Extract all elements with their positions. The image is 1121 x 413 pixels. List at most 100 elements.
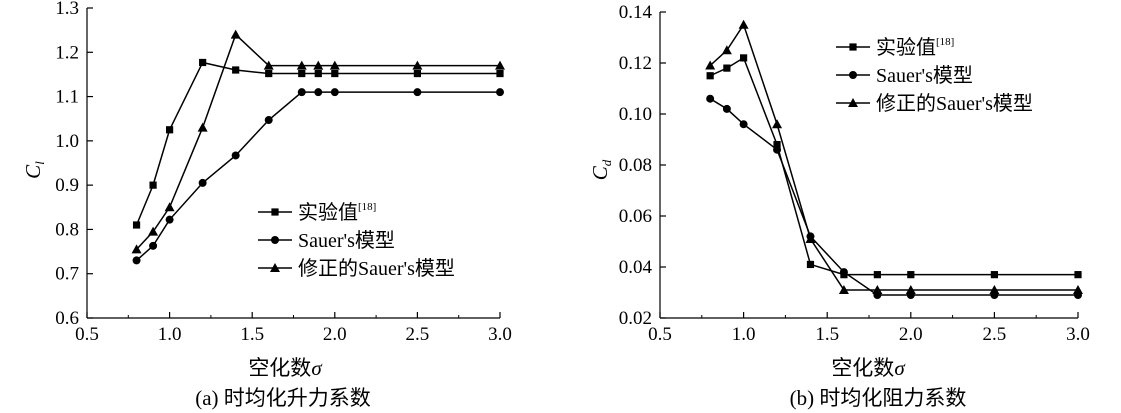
data-point-circle	[706, 94, 715, 103]
data-point-triangle	[495, 60, 505, 70]
series-triangle	[131, 29, 505, 254]
data-point-circle	[773, 145, 782, 154]
data-point-triangle	[230, 29, 241, 39]
data-point-square	[706, 72, 714, 80]
data-point-triangle	[313, 60, 324, 70]
y-tick-label: 0.04	[619, 257, 653, 278]
data-point-circle	[132, 256, 141, 265]
x-tick-label: 2.5	[406, 324, 430, 345]
series-triangle	[705, 19, 1083, 294]
data-point-square	[907, 271, 915, 279]
data-point-circle	[496, 88, 504, 97]
data-point-square	[149, 181, 157, 189]
legend-label: 修正的Sauer's模型	[876, 92, 1033, 115]
x-tick-label: 3.0	[1066, 324, 1090, 345]
data-point-square	[331, 69, 339, 78]
drag-coefficient-panel: 0.5 1.0 1.5 2.0 2.5 3.0 0.02 0.04 0.06 0.08 0.10 0.…	[588, 2, 1090, 410]
data-point-triangle	[838, 284, 849, 294]
x-tick-label: 2.0	[323, 324, 347, 345]
legend-marker-circle	[271, 236, 279, 244]
x-tick-label: 1.0	[158, 324, 182, 345]
y-tick-label: 0.8	[55, 219, 79, 240]
data-point-square	[199, 58, 207, 67]
x-tick-label: 3.0	[488, 324, 512, 345]
data-point-square	[806, 260, 815, 269]
data-point-circle	[149, 241, 158, 250]
data-point-square	[265, 69, 273, 78]
series-line	[709, 56, 1078, 276]
y-tick-label: 1.1	[55, 87, 79, 108]
data-point-square	[314, 69, 322, 78]
data-point-triangle	[131, 244, 142, 254]
y-axis-label-subscript: d	[599, 159, 614, 166]
data-point-square	[990, 271, 998, 279]
data-point-square	[773, 141, 781, 149]
y-tick-label: 0.7	[55, 264, 79, 285]
y-tick-label: 0.9	[55, 175, 79, 196]
legend-marker-triangle	[270, 263, 280, 272]
series-line	[709, 98, 1078, 296]
data-point-circle	[198, 178, 207, 187]
y-tick-label: 0.14	[619, 2, 653, 23]
x-tick-label: 0.5	[75, 324, 99, 345]
x-axis-symbol: σ	[311, 356, 323, 380]
data-point-triangle	[989, 284, 1000, 294]
data-point-circle	[165, 215, 174, 224]
data-point-triangle	[263, 60, 274, 70]
data-point-circle	[839, 268, 848, 277]
data-point-square	[873, 271, 881, 279]
y-axis-label-subscript: l	[32, 161, 47, 165]
legend-label: 修正的Sauer's模型	[298, 257, 455, 280]
data-point-triangle	[721, 45, 732, 55]
data-point-circle	[413, 88, 422, 97]
y-tick-label: 1.2	[55, 42, 79, 63]
data-point-square	[232, 66, 240, 74]
data-point-triangle	[772, 119, 783, 129]
data-point-circle	[314, 88, 323, 97]
data-point-triangle	[905, 284, 916, 294]
x-axis-symbol: σ	[894, 356, 906, 380]
data-point-square	[166, 126, 174, 134]
y-axis-label: Cd	[588, 159, 614, 180]
legend-label: Sauer's模型	[876, 64, 973, 87]
data-point-triangle	[329, 60, 340, 70]
legend-label: 实验值[18]	[876, 36, 954, 59]
series-square	[132, 58, 504, 229]
series-line	[135, 61, 500, 226]
data-point-triangle	[738, 19, 749, 29]
lift-coefficient-panel: 0.5 1.0 1.5 2.0 2.5 3.0 0.6 0.7 0.8 0.9 1.0 1.1 1.2 1…	[21, 0, 512, 410]
data-point-circle	[739, 120, 748, 129]
data-point-square	[413, 69, 421, 78]
data-point-circle	[722, 104, 731, 113]
series-square	[706, 54, 1082, 279]
y-tick-label: 1.0	[55, 131, 79, 152]
legend-marker-square	[849, 43, 857, 51]
data-point-square	[723, 64, 731, 72]
series-line	[709, 23, 1078, 291]
x-axis-label: 空化数σ	[831, 356, 906, 380]
y-tick-label: 1.3	[55, 0, 79, 19]
legend-label: Sauer's模型	[298, 229, 395, 252]
panel-caption: (b) 时均化阻力系数	[790, 386, 967, 410]
data-point-circle	[264, 116, 273, 125]
data-point-triangle	[805, 233, 816, 243]
legend-label-reference: [18]	[358, 201, 376, 213]
data-point-triangle	[148, 226, 159, 236]
y-tick-label: 0.08	[619, 155, 652, 176]
panel-caption: (a) 时均化升力系数	[195, 386, 371, 410]
data-point-triangle	[705, 60, 716, 70]
data-point-triangle	[872, 284, 883, 294]
x-tick-label: 0.5	[648, 324, 672, 345]
y-tick-label: 0.10	[619, 104, 652, 125]
y-axis-label: Cl	[21, 161, 47, 179]
series-circle	[706, 94, 1082, 300]
data-point-triangle	[412, 60, 423, 70]
data-point-circle	[330, 88, 339, 97]
x-tick-label: 1.5	[815, 324, 839, 345]
data-point-triangle	[1073, 284, 1083, 294]
legend-label: 实验值[18]	[298, 201, 376, 224]
legend-marker-square	[271, 208, 279, 216]
